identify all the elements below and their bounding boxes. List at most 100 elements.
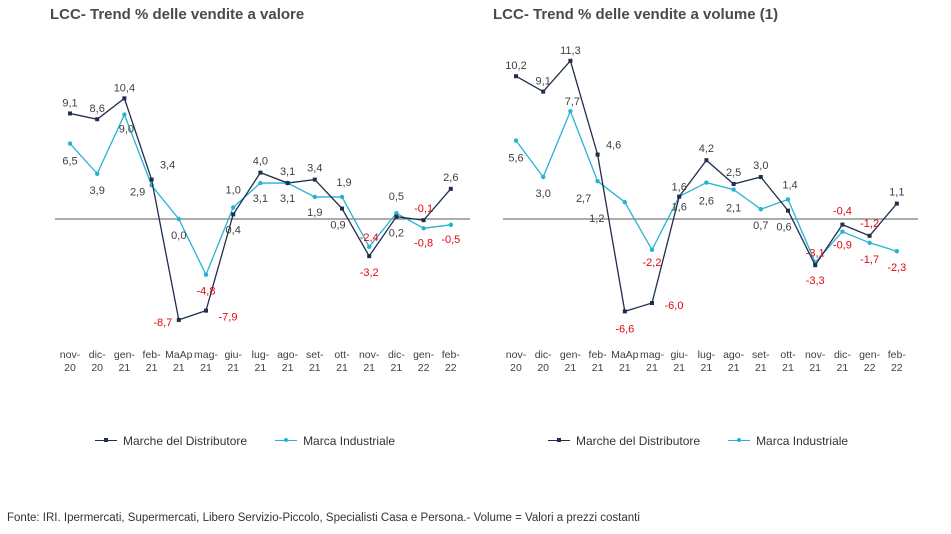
data-label-mdd: 0,6 [776,222,791,234]
data-label-mdd: 3,0 [753,160,768,172]
data-label-mi: 6,5 [62,156,77,168]
legend-label: Marche del Distributore [123,434,248,448]
point-mdd [448,186,453,191]
data-label-mi: 3,9 [90,185,105,197]
x-tick-label: set-21 [306,349,324,374]
legend-item-mdd: Marche del Distributore [95,434,247,448]
x-tick-label: dic-20 [89,349,106,374]
x-tick-label: giu-21 [224,349,242,374]
point-mdd [421,218,426,223]
data-label-mi: 1,9 [336,177,351,189]
point-mdd [677,194,682,199]
point-mi [595,179,600,184]
point-mdd [122,96,127,101]
x-tick-label: set-21 [752,349,770,374]
point-mdd [541,89,546,94]
x-tick-label: mag-21 [640,349,664,374]
data-label-mi: 5,6 [508,153,523,165]
x-tick-label: dic-20 [535,349,552,374]
data-label-mi: 0,0 [171,230,186,242]
data-label-mdd: 1,6 [672,202,687,214]
data-label-mi: -0,8 [414,237,433,249]
x-tick-label: gen-21 [114,349,136,374]
data-label-mdd: 10,2 [505,60,526,72]
data-label-mi: 2,7 [576,193,591,205]
data-label-mi: 1,9 [307,207,322,219]
point-mi [95,171,100,176]
data-label-mi: -2,2 [643,257,662,269]
data-label-mi: 1,0 [226,184,241,196]
x-tick-label: nov-20 [60,349,81,374]
chart-title-valore: LCC- Trend % delle vendite a valore [50,6,305,23]
data-label-mdd: -6,0 [665,300,684,312]
data-label-mdd: 0,9 [330,220,345,232]
x-tick-label: nov-21 [359,349,380,374]
point-mdd [894,201,899,206]
point-mi [649,247,655,252]
x-tick-label: ago-21 [277,349,299,374]
data-label-mi: 2,6 [699,196,714,208]
point-mdd [367,254,372,259]
x-tick-label: feb-21 [143,349,162,374]
x-tick-label: MaAp 21 [611,349,639,374]
point-mdd [568,58,573,63]
data-label-mi: 3,1 [253,193,268,205]
data-label-mdd: 4,6 [606,140,621,152]
point-mdd [650,301,654,305]
point-mdd [622,309,627,314]
legend-volume: Marche del Distributore Marca Industrial… [548,434,876,448]
data-label-mdd: -6,6 [615,323,634,335]
point-mdd [704,158,709,163]
data-label-mi: 1,6 [672,182,687,194]
x-tick-label: nov-21 [805,349,826,374]
legend-item-mdd: Marche del Distributore [548,434,700,448]
point-mdd [312,177,317,182]
x-tick-label: giu-21 [670,349,688,374]
legend-item-mi: Marca Industriale [275,434,395,448]
data-label-mdd: 9,1 [536,76,551,88]
point-mi [867,240,872,245]
legend-line-marker-icon [728,435,751,447]
data-label-mdd: 3,4 [160,160,175,172]
x-tick-label: lug-21 [252,349,270,374]
point-mdd [514,74,518,79]
data-label-mdd: 2,6 [443,172,458,184]
point-mi [448,222,453,227]
point-mi [367,244,372,250]
x-tick-label: nov-20 [506,349,527,374]
legend-item-mi: Marca Industriale [728,434,848,448]
point-mi [203,272,209,277]
data-label-mi: 2,1 [726,203,741,215]
data-label-mi: -0,5 [441,234,460,246]
point-mi [394,211,399,216]
point-mdd [68,111,72,116]
data-label-mdd: -7,9 [219,312,238,324]
point-mi [67,141,73,146]
data-label-mi: 3,0 [536,188,551,200]
x-tick-label: gen-22 [413,349,435,374]
x-tick-label: gen-21 [560,349,582,374]
point-mdd [786,208,790,213]
x-tick-label: ott-21 [780,349,796,374]
chart-title-volume: LCC- Trend % delle vendite a volume (1) [493,6,779,23]
x-tick-label: feb-21 [589,349,608,374]
data-label-mdd: -8,7 [153,317,172,329]
data-label-mi: -2,3 [887,262,906,274]
point-mdd [176,317,181,322]
data-label-mi: -1,7 [860,254,879,266]
point-mdd [149,177,154,182]
data-label-mdd: 4,2 [699,143,714,155]
legend-valore: Marche del Distributore Marca Industrial… [95,434,423,448]
point-mi [731,187,736,192]
x-tick-label: gen-22 [859,349,881,374]
point-mi [421,226,426,231]
source-note: Fonte: IRI. Ipermercati, Supermercati, L… [7,512,640,524]
legend-line-marker-icon [275,435,298,447]
data-label-mdd: -3,2 [360,267,379,279]
x-tick-label: feb-22 [888,349,907,374]
data-label-mdd: 0,4 [226,224,241,236]
point-mi [339,194,345,200]
point-mi [231,205,236,210]
